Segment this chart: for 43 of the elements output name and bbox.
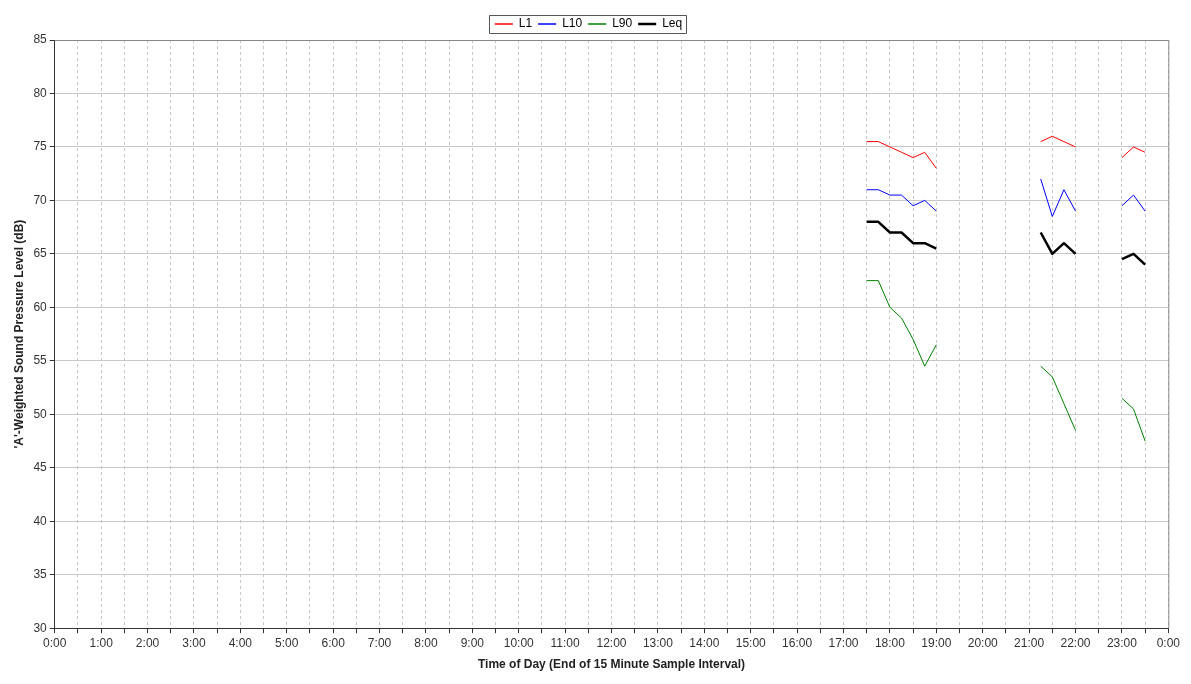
x-tick-label: 19:00 bbox=[921, 635, 952, 650]
x-tick-label: 20:00 bbox=[967, 635, 999, 650]
x-tick-label: 3:00 bbox=[182, 635, 206, 650]
x-tick-label: 6:00 bbox=[321, 635, 346, 650]
x-tick-label: 11:00 bbox=[550, 635, 581, 650]
y-tick-label: 70 bbox=[33, 192, 48, 207]
x-tick-label: 7:00 bbox=[367, 635, 392, 650]
legend-label: L1 bbox=[518, 16, 533, 31]
x-tick-label: 9:00 bbox=[460, 635, 485, 650]
x-tick-label: 21:00 bbox=[1014, 635, 1045, 650]
x-tick-label: 23:00 bbox=[1106, 635, 1138, 650]
x-tick-label: 2:00 bbox=[135, 635, 160, 650]
x-tick-label: 10:00 bbox=[503, 635, 535, 650]
x-tick-label: 17:00 bbox=[828, 635, 859, 650]
x-tick-label: 0:00 bbox=[1156, 635, 1181, 650]
y-tick-label: 40 bbox=[33, 513, 48, 528]
y-tick-label: 55 bbox=[33, 353, 48, 368]
y-tick-label: 45 bbox=[33, 460, 48, 475]
x-tick-label: 0:00 bbox=[43, 635, 67, 650]
x-tick-label: 5:00 bbox=[275, 635, 299, 650]
x-tick-label: 18:00 bbox=[874, 635, 906, 650]
x-tick-label: 16:00 bbox=[782, 635, 813, 650]
y-tick-label: 75 bbox=[33, 139, 48, 154]
x-tick-label: 13:00 bbox=[642, 635, 674, 650]
y-axis-title: 'A'-Weighted Sound Pressure Level (dB) bbox=[11, 219, 26, 449]
x-tick-label: 1:00 bbox=[89, 635, 114, 650]
x-axis-title: Time of Day (End of 15 Minute Sample Interval) bbox=[477, 657, 746, 672]
y-tick-label: 65 bbox=[33, 246, 48, 261]
y-tick-label: 30 bbox=[33, 620, 48, 635]
legend-label: L90 bbox=[612, 16, 633, 31]
y-tick-label: 85 bbox=[33, 32, 48, 47]
y-tick-label: 50 bbox=[33, 406, 48, 421]
y-tick-label: 35 bbox=[33, 567, 48, 582]
legend-label: Leq bbox=[662, 16, 683, 31]
x-tick-label: 14:00 bbox=[689, 635, 720, 650]
y-tick-label: 60 bbox=[33, 299, 48, 314]
y-tick-label: 80 bbox=[33, 85, 48, 100]
x-tick-label: 15:00 bbox=[735, 635, 767, 650]
x-tick-label: 4:00 bbox=[228, 635, 253, 650]
x-tick-label: 8:00 bbox=[414, 635, 438, 650]
x-tick-label: 12:00 bbox=[596, 635, 627, 650]
legend-label: L10 bbox=[562, 16, 583, 31]
x-tick-label: 22:00 bbox=[1060, 635, 1091, 650]
